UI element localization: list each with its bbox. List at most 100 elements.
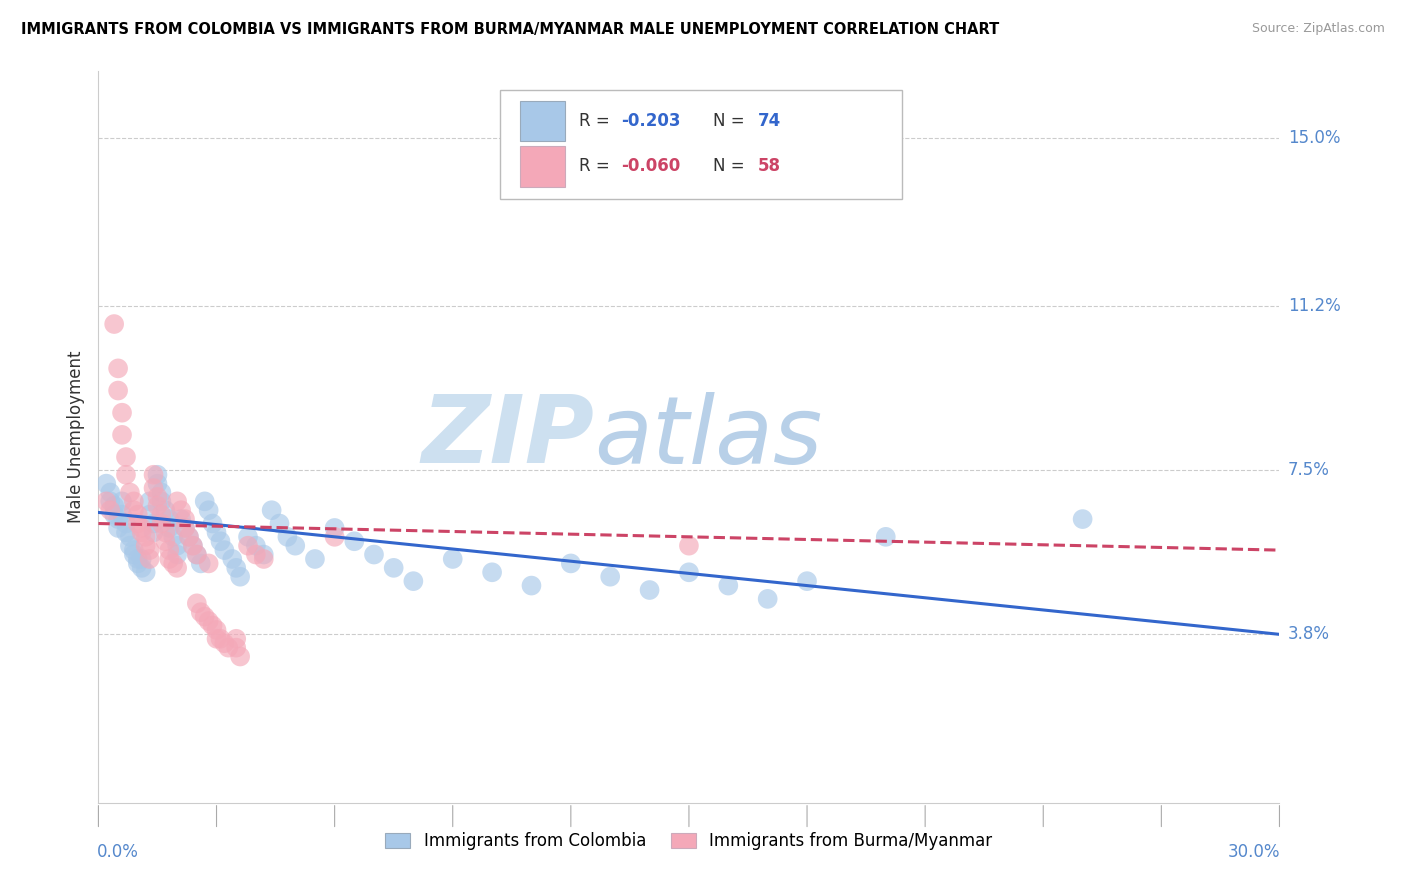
Point — [201, 618, 224, 632]
Point — [111, 406, 134, 420]
Point — [157, 512, 180, 526]
Point — [135, 530, 157, 544]
Point — [162, 530, 184, 544]
Text: N =: N = — [713, 158, 749, 176]
Text: 11.2%: 11.2% — [1288, 297, 1340, 315]
Point — [214, 543, 236, 558]
Point — [146, 499, 169, 513]
Point — [96, 476, 118, 491]
Text: 30.0%: 30.0% — [1229, 843, 1281, 861]
Point — [177, 530, 200, 544]
Text: 7.5%: 7.5% — [1288, 461, 1330, 479]
Point — [875, 530, 897, 544]
Point — [481, 566, 503, 580]
Point — [157, 521, 180, 535]
Point — [111, 428, 134, 442]
Point — [599, 570, 621, 584]
Point — [131, 525, 153, 540]
Point — [118, 485, 141, 500]
Point — [115, 450, 138, 464]
FancyBboxPatch shape — [520, 101, 565, 141]
Point — [225, 640, 247, 655]
Text: -0.060: -0.060 — [621, 158, 681, 176]
Point — [146, 467, 169, 482]
Point — [343, 534, 366, 549]
Text: 58: 58 — [758, 158, 780, 176]
Point — [150, 516, 173, 531]
Point — [166, 548, 188, 562]
Point — [229, 649, 252, 664]
Point — [253, 552, 276, 566]
Point — [678, 566, 700, 580]
Point — [155, 503, 177, 517]
Point — [135, 539, 157, 553]
Point — [122, 543, 145, 558]
Point — [98, 503, 121, 517]
Point — [201, 516, 224, 531]
Point — [323, 530, 346, 544]
Point — [115, 516, 138, 531]
Point — [150, 485, 173, 500]
Point — [127, 552, 149, 566]
Point — [363, 548, 385, 562]
Point — [103, 499, 125, 513]
Point — [205, 525, 228, 540]
Point — [118, 539, 141, 553]
Point — [181, 539, 204, 553]
Point — [186, 596, 208, 610]
Point — [122, 494, 145, 508]
Point — [122, 503, 145, 517]
Point — [229, 570, 252, 584]
Point — [194, 494, 217, 508]
Point — [127, 516, 149, 531]
Text: N =: N = — [713, 112, 749, 130]
Point — [157, 543, 180, 558]
Point — [1071, 512, 1094, 526]
Point — [174, 512, 197, 526]
Text: Source: ZipAtlas.com: Source: ZipAtlas.com — [1251, 22, 1385, 36]
Point — [796, 574, 818, 589]
Point — [678, 539, 700, 553]
Point — [190, 557, 212, 571]
Point — [214, 636, 236, 650]
Point — [221, 552, 243, 566]
Point — [155, 525, 177, 540]
Point — [520, 578, 543, 592]
Point — [107, 361, 129, 376]
Point — [197, 614, 219, 628]
Point — [150, 494, 173, 508]
FancyBboxPatch shape — [501, 90, 901, 200]
Point — [131, 561, 153, 575]
Point — [146, 476, 169, 491]
Point — [225, 561, 247, 575]
Point — [236, 539, 259, 553]
Point — [186, 548, 208, 562]
Point — [98, 485, 121, 500]
Point — [284, 539, 307, 553]
Point — [142, 481, 165, 495]
Point — [205, 623, 228, 637]
Point — [177, 530, 200, 544]
Point — [115, 467, 138, 482]
Point — [135, 566, 157, 580]
Point — [209, 632, 232, 646]
Point — [138, 552, 160, 566]
Point — [382, 561, 405, 575]
Point — [225, 632, 247, 646]
Text: atlas: atlas — [595, 392, 823, 483]
Point — [131, 521, 153, 535]
Point — [245, 539, 267, 553]
Point — [236, 530, 259, 544]
Point — [194, 609, 217, 624]
Text: R =: R = — [579, 158, 614, 176]
Point — [166, 539, 188, 553]
Point — [217, 640, 239, 655]
Text: ZIP: ZIP — [422, 391, 595, 483]
Point — [197, 503, 219, 517]
Point — [170, 512, 193, 526]
Text: R =: R = — [579, 112, 614, 130]
Point — [402, 574, 425, 589]
Legend: Immigrants from Colombia, Immigrants from Burma/Myanmar: Immigrants from Colombia, Immigrants fro… — [378, 825, 1000, 856]
Point — [146, 490, 169, 504]
Y-axis label: Male Unemployment: Male Unemployment — [66, 351, 84, 524]
